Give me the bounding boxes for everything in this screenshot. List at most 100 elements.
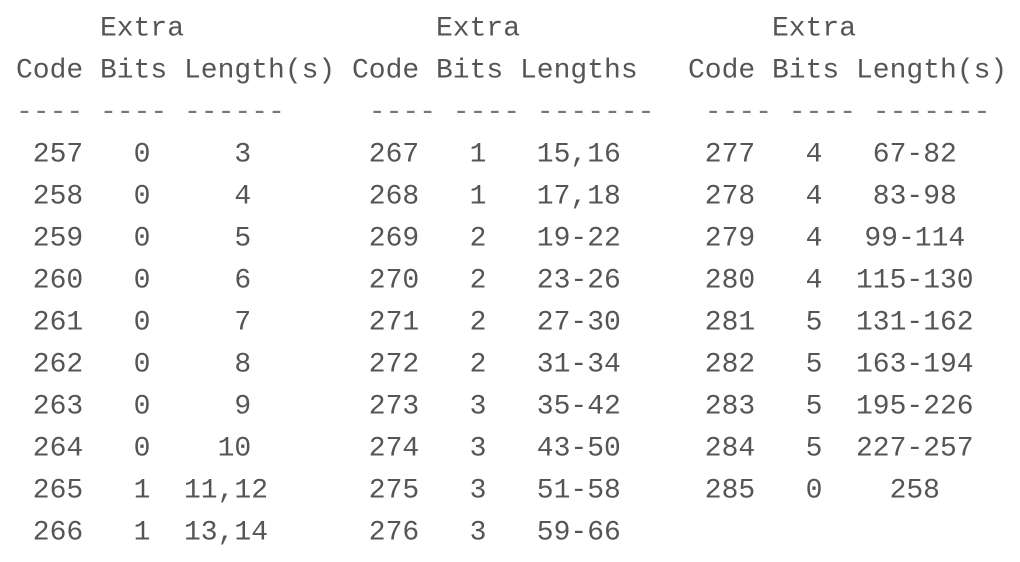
code-cell: 277 — [705, 139, 755, 170]
code-cell: 285 — [705, 475, 755, 506]
bits-cell: 4 — [806, 223, 823, 254]
header-rule: ------- — [537, 97, 655, 128]
length-cell: 3 — [234, 139, 251, 170]
code-cell: 280 — [705, 265, 755, 296]
length-cell: 9 — [234, 391, 251, 422]
column-header: Bits — [100, 55, 167, 86]
length-cell: 27-30 — [537, 307, 621, 338]
code-cell: 284 — [705, 433, 755, 464]
bits-cell: 0 — [134, 433, 151, 464]
bits-cell: 0 — [806, 475, 823, 506]
header-rule: ------- — [873, 97, 991, 128]
code-cell: 257 — [33, 139, 83, 170]
column-header: Code — [16, 55, 83, 86]
length-cell: 163-194 — [856, 349, 974, 380]
code-cell: 267 — [369, 139, 419, 170]
bits-cell: 0 — [134, 391, 151, 422]
length-cell: 59-66 — [537, 517, 621, 548]
header-rule: ---- — [789, 97, 856, 128]
column-header: Bits — [772, 55, 839, 86]
bits-cell: 2 — [470, 265, 487, 296]
code-cell: 265 — [33, 475, 83, 506]
length-cell: 10 — [218, 433, 252, 464]
bits-cell: 0 — [134, 265, 151, 296]
bits-cell: 4 — [806, 181, 823, 212]
column-header: Length(s) — [856, 55, 1007, 86]
code-cell: 259 — [33, 223, 83, 254]
code-cell: 268 — [369, 181, 419, 212]
code-cell: 283 — [705, 391, 755, 422]
code-cell: 279 — [705, 223, 755, 254]
header-extra: Extra — [772, 13, 856, 44]
bits-cell: 3 — [470, 475, 487, 506]
column-header: Code — [688, 55, 755, 86]
length-cell: 23-26 — [537, 265, 621, 296]
length-cell: 17,18 — [537, 181, 621, 212]
code-cell: 275 — [369, 475, 419, 506]
code-cell: 262 — [33, 349, 83, 380]
bits-cell: 1 — [470, 139, 487, 170]
code-cell: 261 — [33, 307, 83, 338]
bits-cell: 1 — [134, 475, 151, 506]
column-header: Code — [352, 55, 419, 86]
bits-cell: 0 — [134, 139, 151, 170]
length-cell: 227-257 — [856, 433, 974, 464]
bits-cell: 0 — [134, 223, 151, 254]
header-rule: ---- — [705, 97, 772, 128]
code-cell: 273 — [369, 391, 419, 422]
header-rule: ---- — [100, 97, 167, 128]
column-header: Lengths — [520, 55, 638, 86]
length-cell: 43-50 — [537, 433, 621, 464]
bits-cell: 3 — [470, 391, 487, 422]
length-cell: 4 — [234, 181, 251, 212]
length-cell: 6 — [234, 265, 251, 296]
length-cell: 195-226 — [856, 391, 974, 422]
length-cell: 99-114 — [864, 223, 965, 254]
code-cell: 266 — [33, 517, 83, 548]
bits-cell: 2 — [470, 349, 487, 380]
length-cell: 7 — [234, 307, 251, 338]
code-cell: 269 — [369, 223, 419, 254]
header-rule: ---- — [16, 97, 83, 128]
length-cell: 15,16 — [537, 139, 621, 170]
length-cell: 19-22 — [537, 223, 621, 254]
code-cell: 272 — [369, 349, 419, 380]
bits-cell: 0 — [134, 349, 151, 380]
code-cell: 271 — [369, 307, 419, 338]
code-cell: 258 — [33, 181, 83, 212]
column-header: Bits — [436, 55, 503, 86]
header-rule: ---- — [453, 97, 520, 128]
bits-cell: 0 — [134, 307, 151, 338]
header-extra: Extra — [100, 13, 184, 44]
header-rule: ------ — [184, 97, 285, 128]
bits-cell: 3 — [470, 517, 487, 548]
bits-cell: 3 — [470, 433, 487, 464]
bits-cell: 5 — [806, 307, 823, 338]
bits-cell: 4 — [806, 265, 823, 296]
code-cell: 264 — [33, 433, 83, 464]
length-cell: 31-34 — [537, 349, 621, 380]
code-cell: 263 — [33, 391, 83, 422]
length-cell: 83-98 — [873, 181, 957, 212]
length-cell: 67-82 — [873, 139, 957, 170]
length-cell: 35-42 — [537, 391, 621, 422]
length-cell: 51-58 — [537, 475, 621, 506]
code-cell: 270 — [369, 265, 419, 296]
length-cell: 258 — [890, 475, 940, 506]
bits-cell: 4 — [806, 139, 823, 170]
header-extra: Extra — [436, 13, 520, 44]
length-cell: 5 — [234, 223, 251, 254]
bits-cell: 0 — [134, 181, 151, 212]
code-cell: 278 — [705, 181, 755, 212]
code-cell: 281 — [705, 307, 755, 338]
code-cell: 274 — [369, 433, 419, 464]
code-cell: 260 — [33, 265, 83, 296]
length-cell: 131-162 — [856, 307, 974, 338]
column-header: Length(s) — [184, 55, 335, 86]
bits-cell: 2 — [470, 223, 487, 254]
code-cell: 282 — [705, 349, 755, 380]
code-cell: 276 — [369, 517, 419, 548]
bits-cell: 1 — [134, 517, 151, 548]
bits-cell: 5 — [806, 391, 823, 422]
